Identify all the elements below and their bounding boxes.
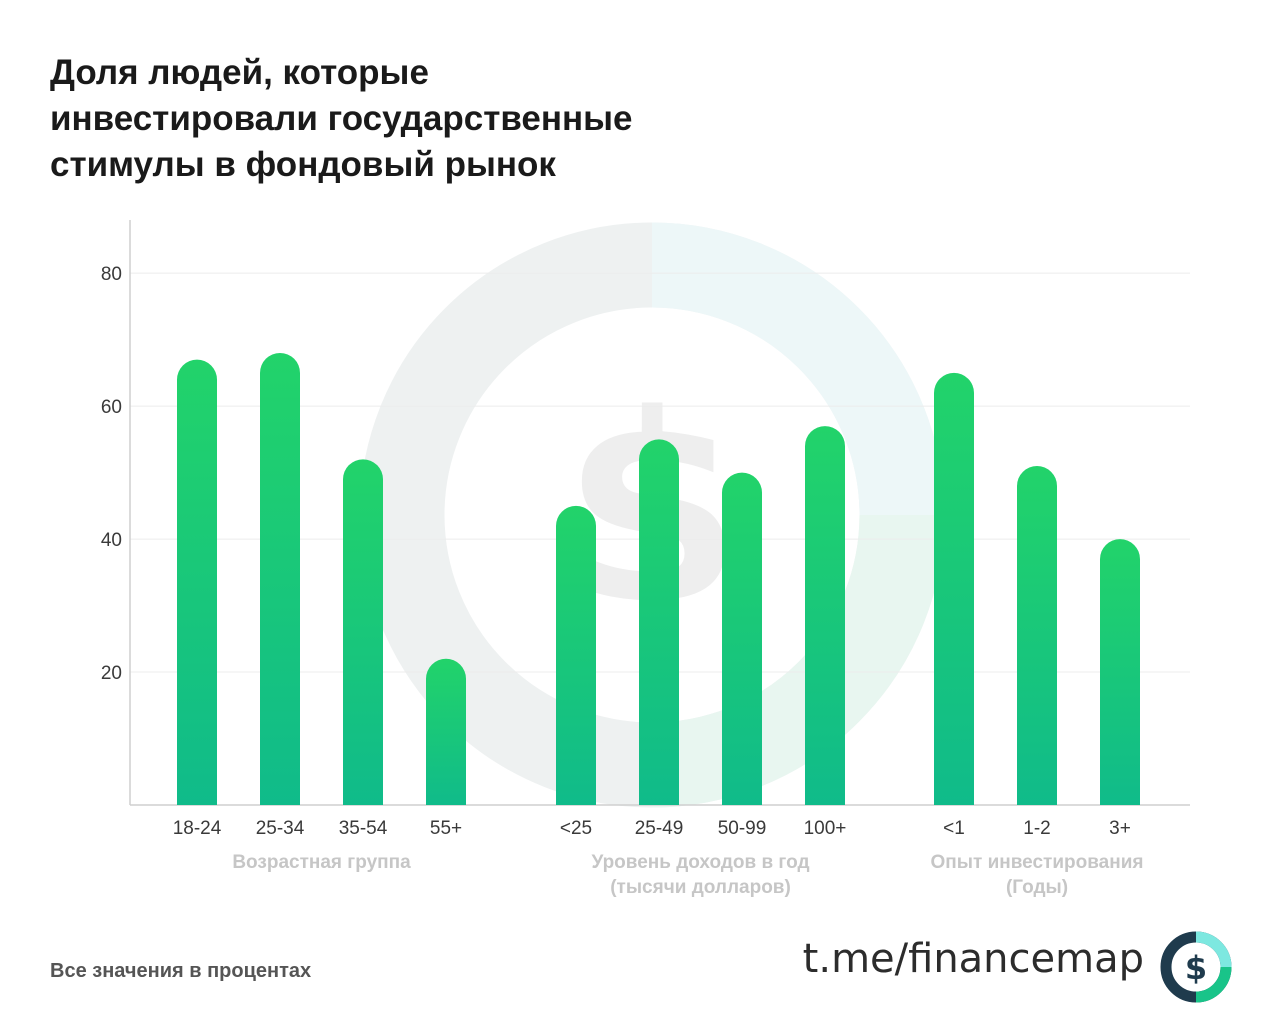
x-tick-label: <1: [943, 818, 965, 839]
chart-title-line: стимулы в фондовый рынок: [50, 145, 556, 184]
bar: [260, 352, 300, 805]
bar: [177, 359, 217, 805]
group-label: Опыт инвестирования: [931, 852, 1144, 873]
dollar-ring-icon: $: [1160, 931, 1232, 1003]
brand-link[interactable]: t.me/financemap: [802, 936, 1144, 982]
x-tick-label: 18-24: [173, 818, 222, 839]
bar: [1100, 539, 1140, 805]
x-tick-label: 35-54: [339, 818, 388, 839]
group-label: Возрастная группа: [232, 852, 411, 873]
footnote: Все значения в процентах: [50, 960, 312, 982]
y-tick-label: 20: [101, 663, 122, 684]
chart-title: Доля людей, которые инвестировали госуда…: [50, 50, 750, 188]
y-tick-label: 40: [101, 530, 122, 551]
x-tick-label: <25: [560, 818, 592, 839]
y-tick-label: 60: [101, 397, 122, 418]
x-tick-label: 100+: [804, 818, 847, 839]
group-label: Уровень доходов в год: [591, 852, 809, 873]
x-tick-label: 50-99: [718, 818, 767, 839]
x-tick-label: 55+: [430, 818, 462, 839]
bar: [722, 472, 762, 805]
group-label: (Годы): [1006, 877, 1068, 898]
x-tick-label: 1-2: [1023, 818, 1050, 839]
bar: [1017, 465, 1057, 805]
x-tick-label: 25-34: [256, 818, 305, 839]
watermark-ring-segment: [651, 222, 945, 516]
chart-title-line: Доля людей, которые: [50, 53, 429, 92]
bar: [934, 372, 974, 805]
bar: [426, 658, 466, 805]
chart-title-line: инвестировали государственные: [50, 99, 633, 138]
x-tick-label: 3+: [1109, 818, 1131, 839]
group-label: (тысячи долларов): [610, 877, 791, 898]
bars: [177, 352, 1140, 805]
bar: [556, 505, 596, 805]
x-tick-label: 25-49: [635, 818, 684, 839]
bar: [805, 426, 845, 805]
bar: [343, 459, 383, 805]
y-tick-label: 80: [101, 264, 122, 285]
bar: [639, 439, 679, 805]
svg-text:$: $: [1185, 949, 1207, 987]
labels: 20 40 60 80 18-24 25-34 35-54 55+ Возрастная гру…: [101, 264, 1144, 898]
